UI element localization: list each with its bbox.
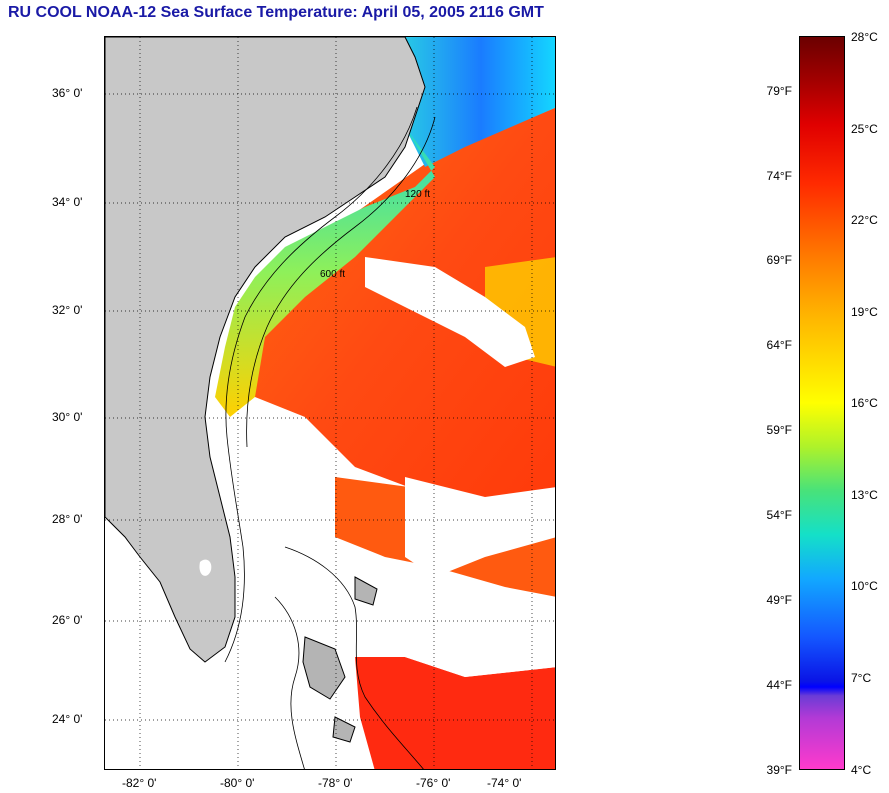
lat-label: 24° 0': [52, 712, 83, 726]
contour-label-120: 120 ft: [405, 189, 430, 200]
cool-north-water: [405, 37, 555, 167]
lake-okeechobee: [199, 559, 212, 576]
graticule: [105, 37, 555, 769]
lon-label: -80° 0': [220, 776, 255, 790]
lat-label: 36° 0': [52, 86, 83, 100]
colorbar-fahrenheit-label: 79°F: [766, 84, 792, 98]
lon-label: -82° 0': [122, 776, 157, 790]
colorbar-celsius-label: 28°C: [851, 30, 878, 44]
temperature-colorbar: [799, 36, 845, 770]
bahamas-island: [354, 576, 378, 606]
bahamas-island: [302, 636, 346, 700]
lat-label: 32° 0': [52, 303, 83, 317]
colorbar-celsius-label: 19°C: [851, 305, 878, 319]
cloud-band: [365, 257, 535, 367]
colorbar-fahrenheit-label: 64°F: [766, 338, 792, 352]
lat-label: 34° 0': [52, 195, 83, 209]
colorbar-celsius-label: 25°C: [851, 122, 878, 136]
lat-label: 30° 0': [52, 410, 83, 424]
lon-label: -74° 0': [487, 776, 522, 790]
lon-label: -78° 0': [318, 776, 353, 790]
colorbar-celsius-label: 13°C: [851, 488, 878, 502]
colorbar-celsius-label: 10°C: [851, 579, 878, 593]
warm-water-region: [255, 107, 555, 507]
colorbar-fahrenheit-label: 74°F: [766, 169, 792, 183]
colorbar-fahrenheit-label: 54°F: [766, 508, 792, 522]
colorbar-celsius-label: 7°C: [851, 671, 872, 685]
map-canvas: 120 ft 600 ft: [105, 37, 555, 769]
colorbar-fahrenheit-label: 44°F: [766, 678, 792, 692]
colorbar-celsius-label: 22°C: [851, 213, 878, 227]
colorbar-celsius-label: 4°C: [851, 763, 872, 777]
bahamas-island: [332, 716, 356, 743]
warm-water-keys: [355, 657, 555, 769]
lon-label: -76° 0': [416, 776, 451, 790]
colorbar-celsius-label: 16°C: [851, 396, 878, 410]
shelf-water-band: [215, 127, 435, 417]
land-us: [105, 37, 426, 663]
sst-map[interactable]: 120 ft 600 ft: [104, 36, 556, 770]
colorbar-fahrenheit-label: 69°F: [766, 253, 792, 267]
cloud-patch: [375, 577, 555, 677]
contour-label-600: 600 ft: [320, 269, 345, 280]
colorbar-fahrenheit-label: 59°F: [766, 423, 792, 437]
colorbar-fahrenheit-label: 39°F: [766, 763, 792, 777]
colorbar-fahrenheit-label: 49°F: [766, 593, 792, 607]
map-title: RU COOL NOAA-12 Sea Surface Temperature:…: [8, 4, 544, 21]
cloud-patch: [405, 477, 555, 577]
lat-label: 26° 0': [52, 613, 83, 627]
lat-label: 28° 0': [52, 512, 83, 526]
